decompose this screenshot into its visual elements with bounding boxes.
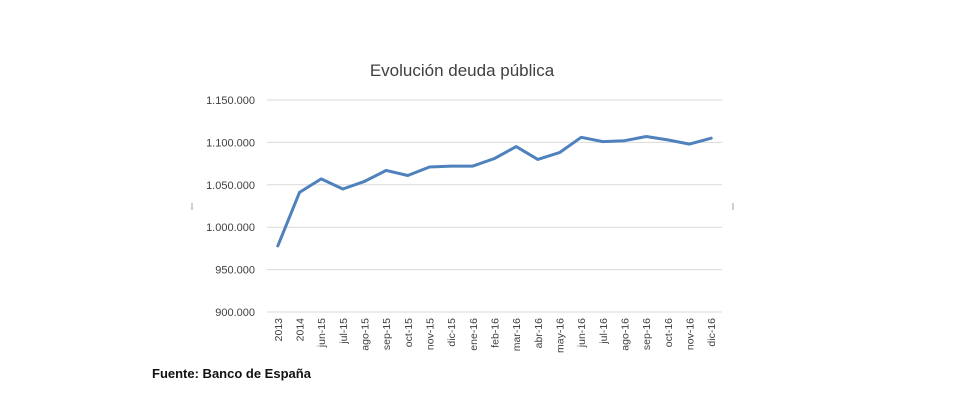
x-tick-label: abr-16: [533, 318, 545, 349]
x-tick-label: ago-16: [620, 318, 632, 351]
y-tick-label: 900.000: [215, 307, 255, 319]
y-tick-label: 1.000.000: [206, 222, 255, 234]
x-tick-label: jul-15: [338, 318, 350, 345]
y-tick-label: 950.000: [215, 265, 255, 277]
x-tick-label: ene-16: [468, 318, 480, 351]
x-tick-label: nov-15: [425, 318, 437, 350]
x-tick-label: dic-15: [446, 318, 458, 347]
x-axis-ticks: 2013 2014 jun-15 jul-15 ago-15 sep-15 oct-15 no…: [273, 318, 718, 353]
x-tick-label: jun-15: [316, 318, 328, 348]
x-tick-label: jun-16: [576, 318, 588, 348]
chart-title: Evolución deuda pública: [370, 61, 555, 80]
series-layer: [276, 135, 713, 248]
x-tick-label: 2013: [273, 318, 285, 342]
x-tick-label: sep-15: [381, 318, 393, 350]
y-axis-ticks: 900.000 950.000 1.000.000 1.050.000 1.100.00…: [206, 95, 255, 319]
x-tick-label: 2014: [295, 318, 307, 342]
x-tick-label: sep-16: [641, 318, 653, 350]
gridlines: [267, 99, 722, 313]
x-tick-label: oct-16: [663, 318, 675, 347]
series-line: [276, 135, 713, 248]
x-tick-label: nov-16: [685, 318, 697, 350]
x-tick-label: ago-15: [360, 318, 372, 351]
x-tick-label: dic-16: [706, 318, 718, 347]
x-tick-label: oct-15: [403, 318, 415, 347]
y-tick-label: 1.150.000: [206, 95, 255, 107]
source-note: Fuente: Banco de España: [152, 366, 311, 381]
x-tick-label: mar-16: [511, 318, 523, 351]
x-tick-label: may-16: [555, 318, 567, 353]
y-tick-label: 1.050.000: [206, 180, 255, 192]
x-tick-label: jul-16: [598, 318, 610, 345]
y-tick-label: 1.100.000: [206, 137, 255, 149]
x-tick-label: feb-16: [490, 318, 502, 348]
